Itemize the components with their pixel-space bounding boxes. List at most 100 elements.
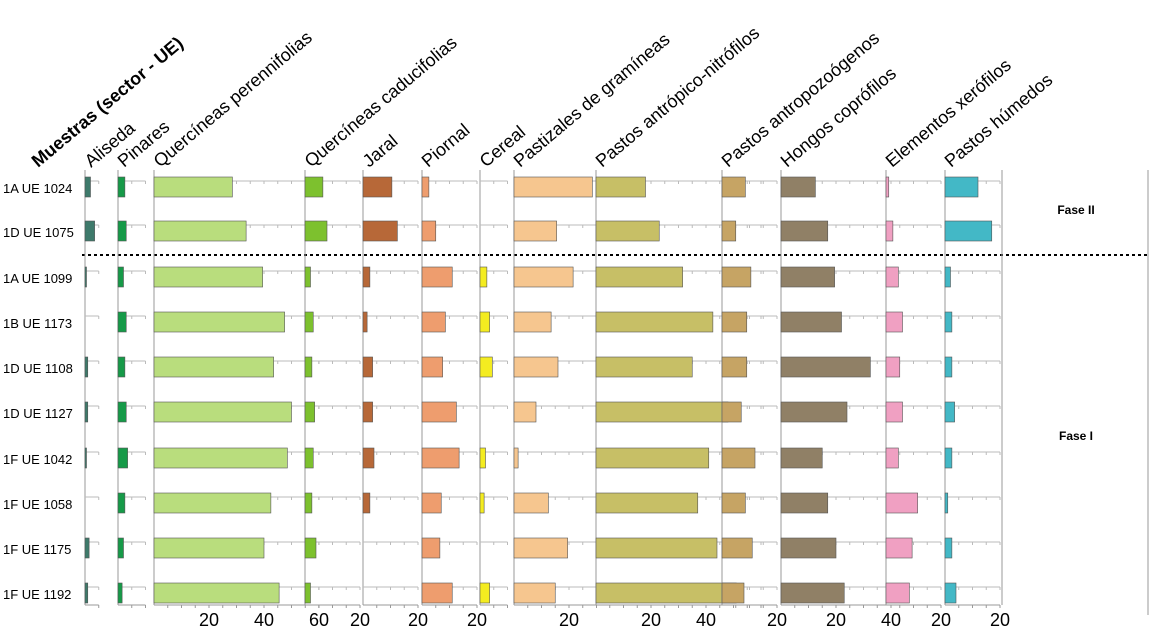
- data-bar: [362, 447, 375, 469]
- data-bar: [885, 582, 910, 604]
- data-bar: [944, 447, 953, 469]
- data-bar: [362, 176, 393, 198]
- data-bar: [117, 401, 127, 423]
- data-bar: [304, 311, 314, 333]
- taxon-column: Pastos húmedos 20: [941, 70, 1057, 629]
- data-bar: [513, 537, 568, 559]
- data-bar: [117, 582, 123, 604]
- data-bar: [885, 220, 894, 242]
- data-bar: [362, 401, 373, 423]
- taxon-column: Aliseda: [81, 117, 140, 608]
- data-bar: [721, 401, 742, 423]
- data-bar: [944, 311, 953, 333]
- sample-label: 1B UE 1173: [3, 316, 72, 331]
- tick-label: 40: [696, 610, 716, 629]
- data-bar: [780, 176, 816, 198]
- data-bar: [885, 447, 899, 469]
- data-bar: [780, 220, 829, 242]
- data-bar: [944, 401, 955, 423]
- data-bar: [117, 537, 124, 559]
- data-bar: [885, 356, 901, 378]
- data-bar: [84, 401, 89, 423]
- data-bar: [421, 401, 457, 423]
- data-bar: [595, 220, 660, 242]
- data-bar: [153, 401, 292, 423]
- data-bar: [479, 266, 488, 288]
- data-bar: [84, 537, 90, 559]
- tick-label: 20: [408, 610, 428, 629]
- data-bar: [362, 356, 373, 378]
- data-bar: [513, 447, 519, 469]
- column-header: Pastizales de gramíneas: [510, 29, 674, 171]
- sample-label: 1D UE 1108: [3, 361, 73, 376]
- data-bar: [479, 311, 490, 333]
- data-bar: [944, 582, 957, 604]
- tick-label: 20: [467, 610, 487, 629]
- data-bar: [84, 266, 87, 288]
- data-bar: [479, 582, 490, 604]
- data-bar: [595, 492, 699, 514]
- data-bar: [421, 311, 446, 333]
- data-bar: [780, 266, 835, 288]
- data-bar: [780, 537, 837, 559]
- data-bar: [153, 220, 247, 242]
- data-bar: [479, 492, 485, 514]
- column-header: Pastos húmedos: [941, 70, 1057, 172]
- data-bar: [885, 311, 903, 333]
- data-bar: [117, 447, 128, 469]
- data-bar: [304, 447, 314, 469]
- data-bar: [780, 356, 871, 378]
- tick-label: 20: [350, 610, 370, 629]
- sample-label: 1D UE 1127: [3, 406, 73, 421]
- tick-label: 20: [767, 610, 787, 629]
- data-bar: [885, 266, 899, 288]
- column-header: Jaral: [359, 131, 402, 171]
- sample-label: 1A UE 1099: [3, 271, 72, 286]
- data-bar: [421, 220, 437, 242]
- data-bar: [304, 176, 324, 198]
- data-bar: [153, 492, 272, 514]
- data-bar: [513, 311, 552, 333]
- data-bar: [595, 311, 714, 333]
- sample-label: 1F UE 1058: [3, 497, 72, 512]
- data-bar: [479, 356, 493, 378]
- data-bar: [153, 582, 280, 604]
- data-bar: [421, 356, 443, 378]
- data-bar: [421, 176, 430, 198]
- sample-label: 1F UE 1192: [3, 587, 71, 602]
- data-bar: [513, 492, 549, 514]
- data-bar: [721, 356, 748, 378]
- data-bar: [595, 356, 693, 378]
- data-bar: [595, 176, 646, 198]
- data-bar: [117, 220, 127, 242]
- tick-label: 20: [826, 610, 846, 629]
- data-bar: [304, 220, 328, 242]
- data-bar: [513, 356, 559, 378]
- data-bar: [117, 176, 126, 198]
- tick-label: 20: [199, 610, 219, 629]
- data-bar: [721, 447, 756, 469]
- data-bar: [721, 537, 753, 559]
- tick-label: 20: [990, 610, 1010, 629]
- data-bar: [117, 266, 124, 288]
- data-bar: [362, 492, 371, 514]
- data-bar: [304, 266, 311, 288]
- data-bar: [885, 176, 890, 198]
- phase-label: Fase I: [1059, 429, 1093, 443]
- data-bar: [780, 447, 823, 469]
- data-bar: [595, 537, 718, 559]
- data-bar: [595, 582, 737, 604]
- data-bar: [944, 176, 979, 198]
- data-bar: [885, 537, 913, 559]
- data-bar: [304, 492, 313, 514]
- sample-label: 1F UE 1042: [3, 452, 72, 467]
- data-bar: [153, 447, 288, 469]
- data-bar: [362, 266, 371, 288]
- data-bar: [780, 492, 829, 514]
- taxon-column: Jaral 20: [359, 131, 428, 629]
- data-bar: [721, 582, 745, 604]
- data-bar: [780, 311, 842, 333]
- data-bar: [153, 266, 263, 288]
